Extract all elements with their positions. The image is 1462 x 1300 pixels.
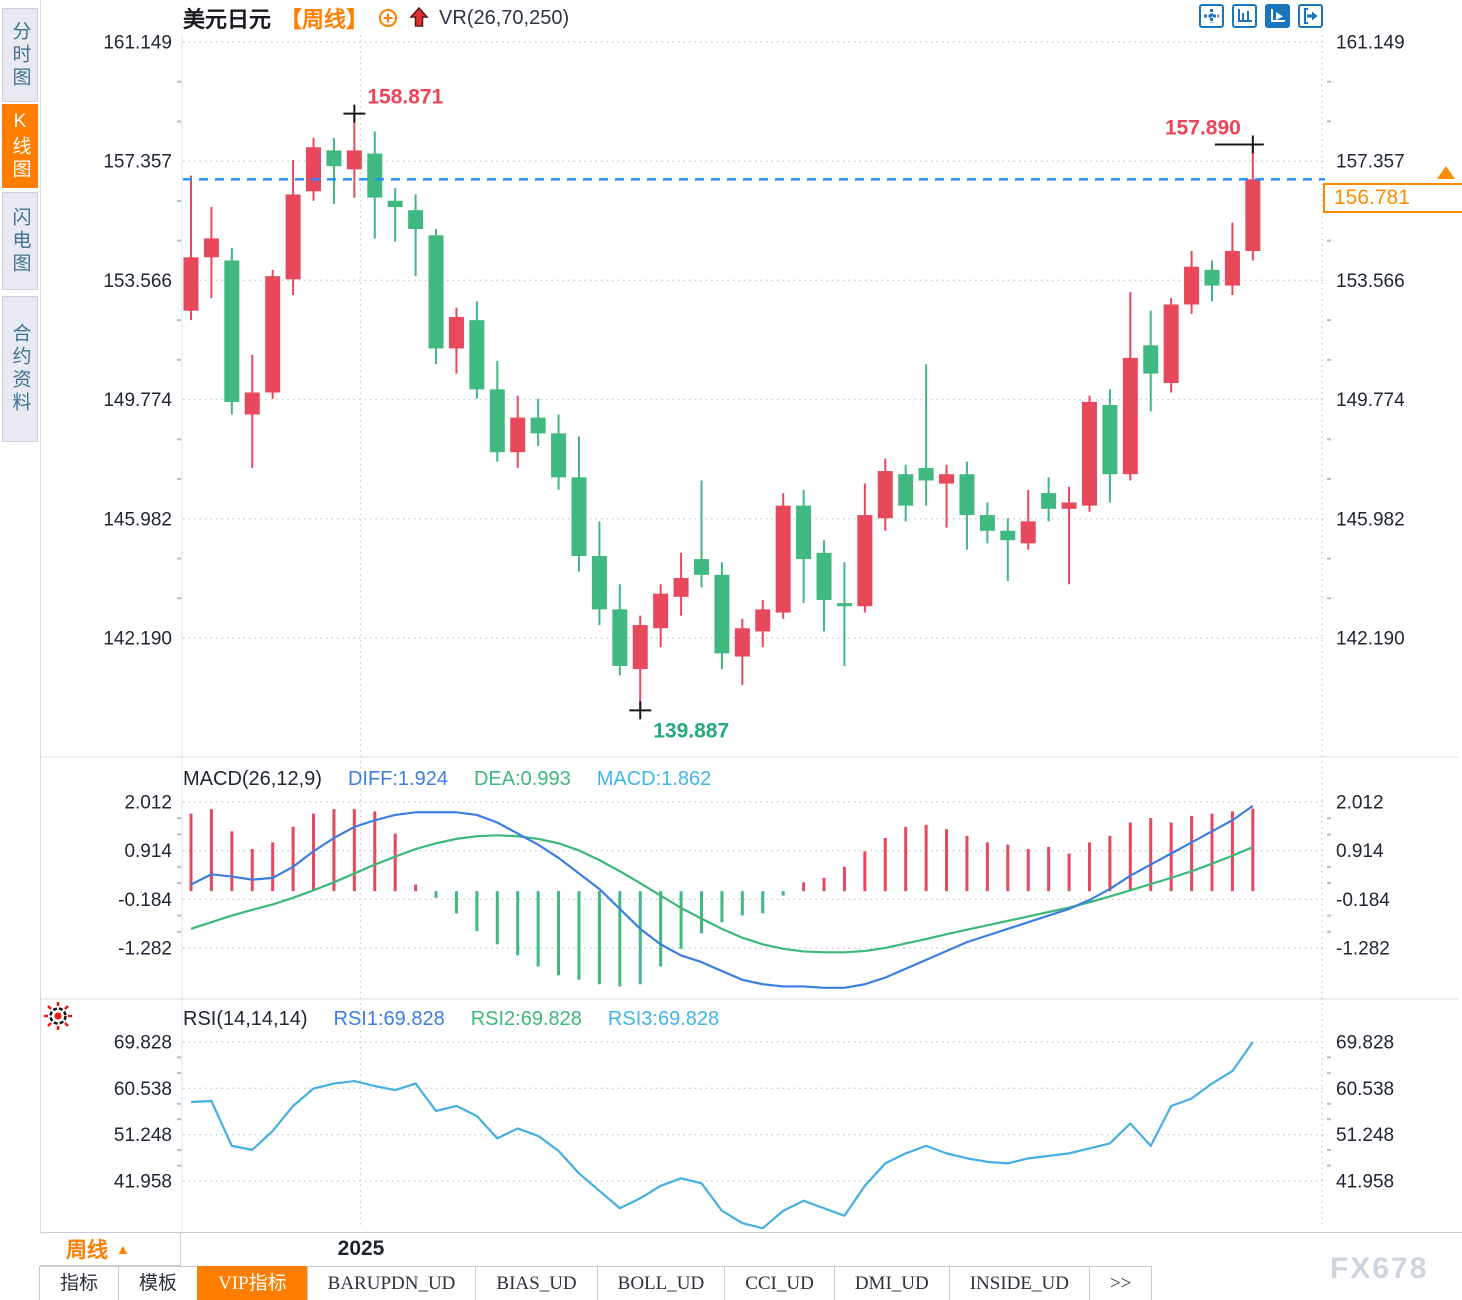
- svg-text:161.149: 161.149: [103, 33, 172, 54]
- svg-text:142.190: 142.190: [1336, 628, 1405, 649]
- sidebar-tab-1[interactable]: 分时图: [2, 8, 38, 102]
- sidebar-tab-2[interactable]: K线图: [2, 104, 38, 188]
- rsi-title: RSI(14,14,14): [183, 1008, 308, 1030]
- chart-toolbar: [1199, 4, 1323, 28]
- period-label: 【周线】: [280, 7, 369, 32]
- footer-tab-9[interactable]: INSIDE_UD: [948, 1266, 1090, 1300]
- svg-text:-1.282: -1.282: [118, 938, 172, 959]
- sidebar-tab-3[interactable]: 闪电图: [2, 192, 38, 290]
- svg-text:60.538: 60.538: [114, 1079, 172, 1100]
- rsi2-value: RSI2:69.828: [470, 1008, 582, 1030]
- symbol-title: 美元日元: [183, 7, 272, 32]
- sidebar-tab-4[interactable]: 合约资料: [2, 296, 38, 442]
- footer-tab-1[interactable]: 指标: [39, 1266, 120, 1300]
- period-selector-button[interactable]: 周线 ▲: [40, 1233, 181, 1266]
- svg-text:149.774: 149.774: [1336, 390, 1405, 411]
- zoom-plus-icon[interactable]: [377, 7, 399, 29]
- svg-text:161.149: 161.149: [1336, 33, 1405, 54]
- svg-text:2.012: 2.012: [124, 793, 172, 814]
- footer-tab-8[interactable]: DMI_UD: [833, 1266, 950, 1300]
- svg-text:41.958: 41.958: [1336, 1172, 1394, 1193]
- svg-text:51.248: 51.248: [1336, 1125, 1394, 1146]
- rsi-line: [190, 1041, 1254, 1230]
- footer-tab-7[interactable]: CCI_UD: [724, 1266, 835, 1300]
- svg-text:69.828: 69.828: [114, 1033, 172, 1054]
- svg-text:157.890: 157.890: [1165, 116, 1241, 139]
- svg-text:-0.184: -0.184: [1336, 890, 1390, 911]
- macd-title: MACD(26,12,9): [183, 768, 322, 790]
- footer-tab-5[interactable]: BIAS_UD: [475, 1266, 598, 1300]
- svg-text:153.566: 153.566: [1336, 271, 1405, 292]
- svg-text:-1.282: -1.282: [1336, 938, 1390, 959]
- footer-tab-4[interactable]: BARUPDN_UD: [306, 1266, 477, 1300]
- vr-indicator-label: VR(26,70,250): [439, 6, 570, 29]
- period-up-triangle-icon: ▲: [116, 1241, 130, 1257]
- footer-tab-10[interactable]: >>: [1088, 1266, 1153, 1300]
- footer-tab-2[interactable]: 模板: [118, 1266, 199, 1300]
- chart-header: 美元日元 【周线】 VR(26,70,250): [183, 2, 569, 34]
- svg-text:158.871: 158.871: [367, 86, 443, 109]
- x-axis-year-label: 2025: [337, 1237, 385, 1260]
- fx678-watermark: FX678: [1330, 1252, 1429, 1285]
- svg-text:157.357: 157.357: [103, 152, 172, 173]
- move-crosshair-icon[interactable]: [1199, 4, 1224, 28]
- svg-text:69.828: 69.828: [1336, 1033, 1394, 1054]
- macd-header: MACD(26,12,9) DIFF:1.924 DEA:0.993 MACD:…: [183, 768, 711, 791]
- svg-text:149.774: 149.774: [103, 390, 172, 411]
- current-price-tag: 156.781: [1323, 183, 1462, 213]
- svg-text:60.538: 60.538: [1336, 1079, 1394, 1100]
- svg-text:153.566: 153.566: [103, 271, 172, 292]
- svg-text:51.248: 51.248: [114, 1125, 172, 1146]
- current-price-value: 156.781: [1334, 186, 1410, 209]
- svg-text:145.982: 145.982: [1336, 509, 1405, 530]
- up-arrow-icon[interactable]: [408, 6, 430, 30]
- macd-layer: [189, 805, 1255, 989]
- svg-text:0.914: 0.914: [1336, 841, 1384, 862]
- left-sidebar: 分时图 K线图闪电图合约资料: [0, 0, 41, 1300]
- axis-play-icon[interactable]: [1265, 4, 1290, 28]
- svg-text:142.190: 142.190: [103, 628, 172, 649]
- svg-text:2.012: 2.012: [1336, 793, 1384, 814]
- svg-text:145.982: 145.982: [103, 509, 172, 530]
- axis-scale-icon[interactable]: [1232, 4, 1257, 28]
- rsi-header: RSI(14,14,14) RSI1:69.828 RSI2:69.828 RS…: [183, 1008, 719, 1031]
- svg-text:0.914: 0.914: [124, 841, 172, 862]
- indicator-tabbar: 指标 模板 VIP指标 BARUPDN_UD BIAS_UD BOLL_UD CCI_UD D…: [39, 1266, 1153, 1300]
- footer-tab-3[interactable]: VIP指标: [197, 1266, 308, 1300]
- svg-text:157.357: 157.357: [1336, 152, 1405, 173]
- candles-layer: [183, 113, 1261, 711]
- footer-tab-6[interactable]: BOLL_UD: [596, 1266, 726, 1300]
- svg-text:41.958: 41.958: [114, 1172, 172, 1193]
- rsi3-value: RSI3:69.828: [607, 1008, 720, 1030]
- period-selector-label: 周线: [66, 1239, 108, 1262]
- macd-dea-value: DEA:0.993: [473, 768, 571, 790]
- macd-macd-value: MACD:1.862: [596, 768, 712, 790]
- svg-text:-0.184: -0.184: [118, 890, 172, 911]
- rsi1-value: RSI1:69.828: [333, 1008, 445, 1030]
- macd-diff-value: DIFF:1.924: [347, 768, 448, 790]
- price-up-arrow-icon: [1437, 166, 1455, 179]
- svg-text:139.887: 139.887: [653, 719, 729, 742]
- exit-right-icon[interactable]: [1298, 4, 1323, 28]
- indicator-settings-sun-icon[interactable]: [42, 999, 74, 1038]
